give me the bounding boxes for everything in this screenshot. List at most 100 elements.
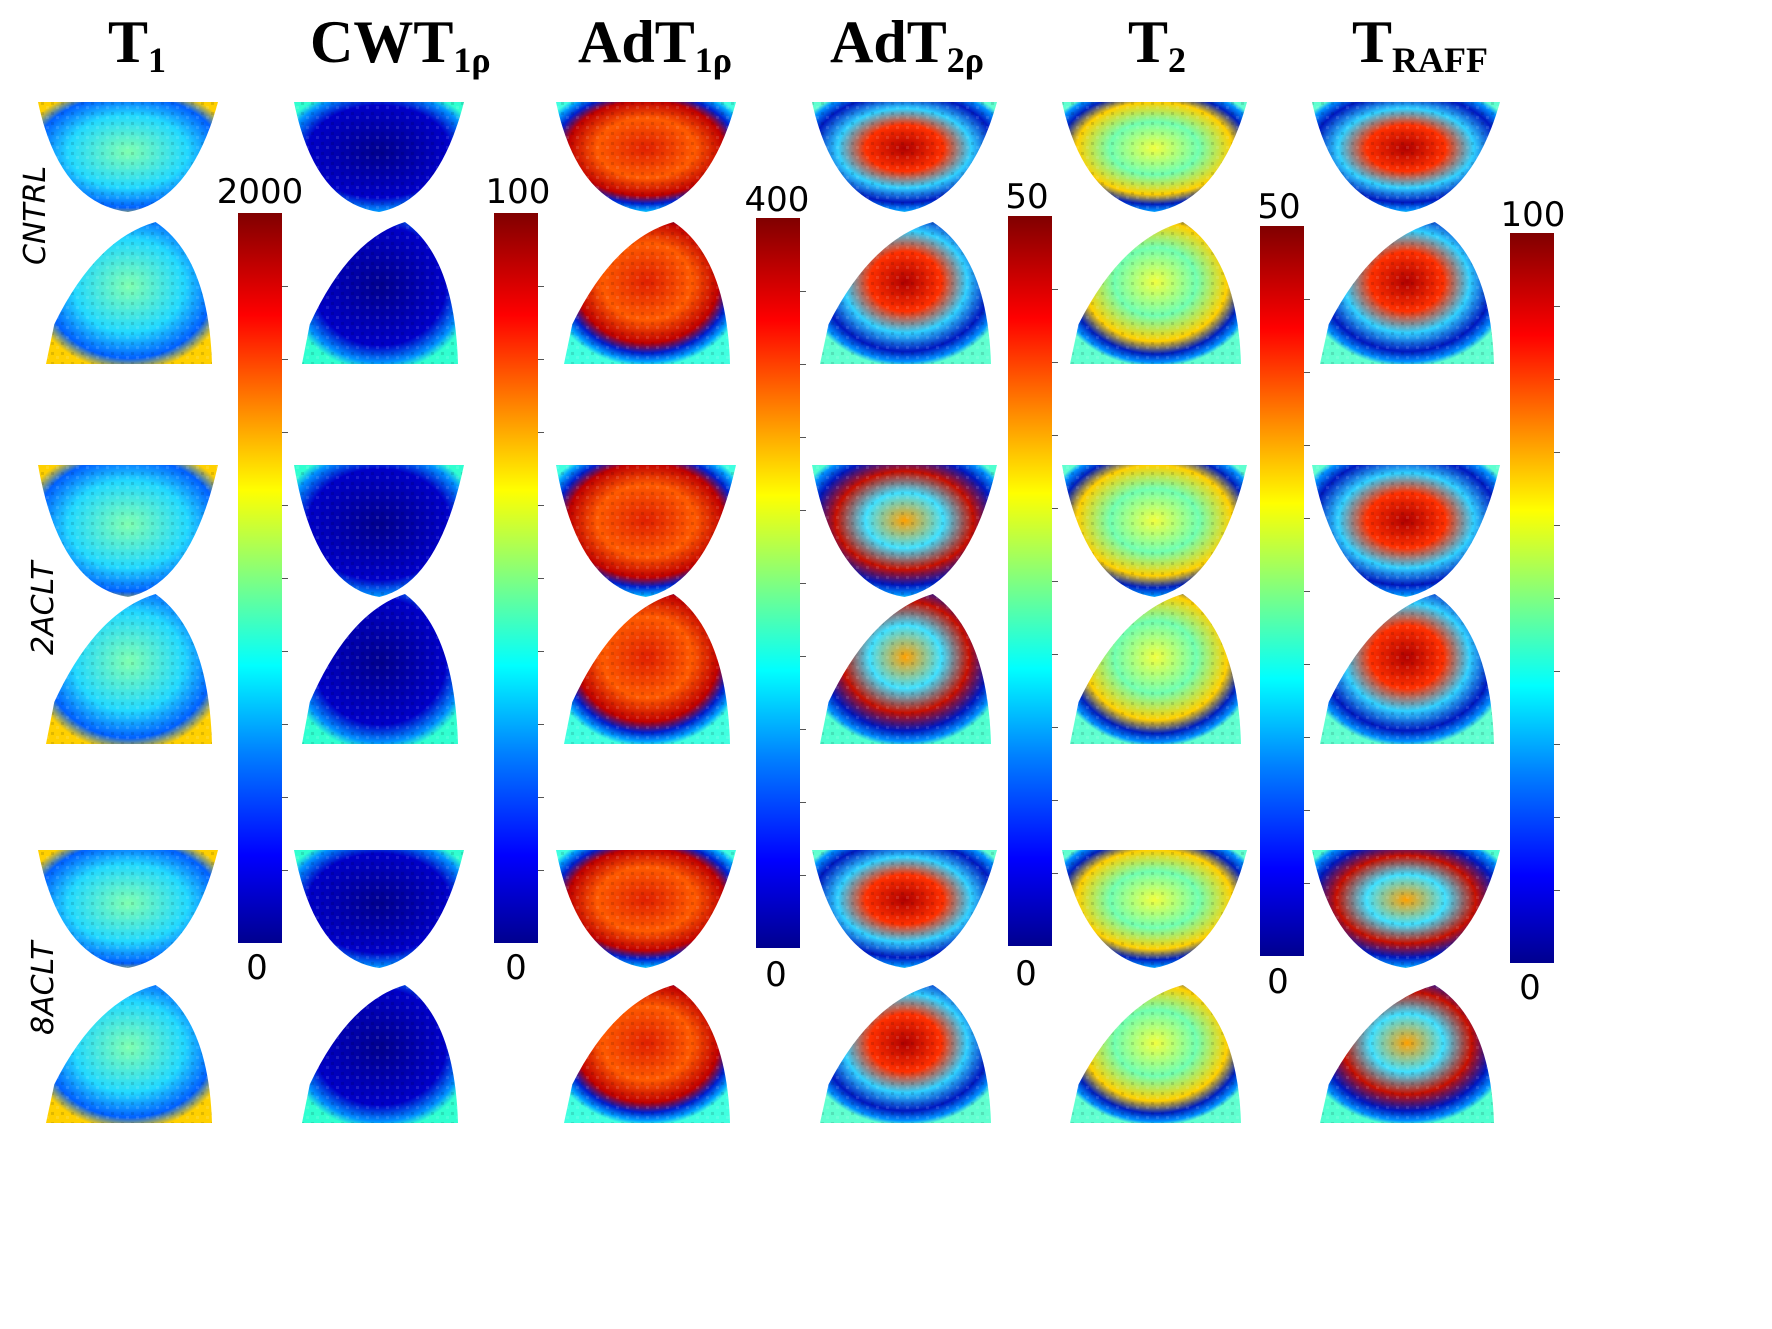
colorbar-tick: [538, 359, 544, 360]
colorbar-tick: [1554, 306, 1560, 307]
column-title-base: AdT: [830, 9, 947, 75]
map-texture-overlay: [1312, 465, 1500, 597]
colorbar-max-adt1rho: 400: [744, 180, 810, 220]
colorbar-tick: [1554, 744, 1560, 745]
map-texture-overlay: [294, 465, 464, 597]
colorbar-tick: [282, 651, 288, 652]
colorbar-tick: [1554, 671, 1560, 672]
colorbar-tick: [1052, 873, 1058, 874]
map-texture-overlay: [1062, 102, 1247, 212]
column-title-base: AdT: [578, 9, 695, 75]
colorbar-tick: [1304, 299, 1310, 300]
map-texture-overlay: [46, 594, 212, 744]
colorbar-tick: [538, 578, 544, 579]
colorbar-tick: [800, 364, 806, 365]
colorbar-tick: [538, 651, 544, 652]
colorbar-tick: [800, 802, 806, 803]
colorbar-adt2rho: [1008, 216, 1058, 946]
map-texture-overlay: [1062, 465, 1247, 597]
colorbar-tick: [282, 286, 288, 287]
colorbar-tick: [1554, 379, 1560, 380]
colorbar-min-t2: 0: [1267, 962, 1289, 1002]
colorbar-tick: [800, 437, 806, 438]
map-texture-overlay: [294, 850, 464, 968]
map-texture-overlay: [820, 594, 991, 744]
map-texture-overlay: [302, 222, 458, 364]
column-title-t2: T2: [1128, 8, 1186, 81]
map-texture-overlay: [46, 222, 212, 364]
column-title-adt1rho: AdT1ρ: [578, 8, 732, 81]
colorbar-tick: [282, 797, 288, 798]
colorbar-tick: [538, 797, 544, 798]
map-texture-overlay: [1312, 102, 1500, 212]
colorbar-tick: [1554, 598, 1560, 599]
column-title-subscript: RAFF: [1392, 40, 1489, 80]
map-texture-overlay: [302, 985, 458, 1123]
colorbar-min-cwt1rho: 0: [505, 948, 527, 988]
colorbar-min-adt2rho: 0: [1015, 954, 1037, 994]
colorbar-tick: [1304, 518, 1310, 519]
colorbar-tick: [800, 291, 806, 292]
colorbar-tick: [1304, 810, 1310, 811]
map-texture-overlay: [564, 985, 730, 1123]
column-title-t1: T1: [108, 8, 166, 81]
colorbar-tick: [282, 359, 288, 360]
map-texture-overlay: [38, 102, 218, 212]
map-texture-overlay: [1320, 594, 1494, 744]
column-title-cwt1rho: CWT1ρ: [310, 8, 491, 81]
map-texture-overlay: [820, 985, 991, 1123]
map-texture-overlay: [1320, 985, 1494, 1123]
colorbar-tick: [1304, 737, 1310, 738]
map-texture-overlay: [564, 222, 730, 364]
map-texture-overlay: [564, 594, 730, 744]
column-title-base: CWT: [310, 9, 454, 75]
map-texture-overlay: [1320, 222, 1494, 364]
colorbar-tick: [538, 505, 544, 506]
column-title-base: T: [1128, 9, 1169, 75]
colorbar-tick: [1304, 664, 1310, 665]
colorbar-tick: [538, 432, 544, 433]
colorbar-tick: [800, 583, 806, 584]
colorbar-tick: [1304, 883, 1310, 884]
colorbar-max-t2: 50: [1257, 187, 1301, 227]
colorbar-max-adt2rho: 50: [1005, 177, 1049, 217]
colorbar-tick: [1052, 654, 1058, 655]
colorbar-tick: [1052, 800, 1058, 801]
column-title-subscript: 2: [1168, 40, 1187, 80]
map-texture-overlay: [38, 850, 218, 968]
map-texture-overlay: [1070, 594, 1241, 744]
colorbar-tick: [538, 724, 544, 725]
map-texture-overlay: [812, 465, 997, 597]
column-title-subscript: 1ρ: [694, 40, 732, 80]
map-texture-overlay: [1070, 222, 1241, 364]
colorbar-tick: [282, 870, 288, 871]
map-texture-overlay: [556, 465, 736, 597]
colorbar-min-t1: 0: [246, 948, 268, 988]
colorbar-t2: [1260, 226, 1310, 956]
column-title-base: T: [108, 9, 149, 75]
map-texture-overlay: [46, 985, 212, 1123]
colorbar-tick: [1052, 508, 1058, 509]
map-texture-overlay: [812, 850, 997, 968]
map-texture-overlay: [556, 850, 736, 968]
colorbar-tick: [1052, 435, 1058, 436]
colorbar-tick: [800, 729, 806, 730]
colorbar-adt1rho: [756, 218, 806, 948]
colorbar-max-cwt1rho: 100: [485, 172, 551, 212]
column-title-adt2rho: AdT2ρ: [830, 8, 984, 81]
colorbar-tick: [282, 724, 288, 725]
colorbar-tick: [282, 505, 288, 506]
colorbar-tick: [1304, 591, 1310, 592]
column-title-base: T: [1352, 9, 1393, 75]
colorbar-min-adt1rho: 0: [765, 955, 787, 995]
map-texture-overlay: [812, 102, 997, 212]
map-texture-overlay: [1062, 850, 1247, 968]
column-title-subscript: 2ρ: [946, 40, 984, 80]
colorbar-tick: [800, 510, 806, 511]
colorbar-tick: [800, 875, 806, 876]
map-texture-overlay: [1070, 985, 1241, 1123]
map-texture-overlay: [294, 102, 464, 212]
colorbar-tick: [1554, 890, 1560, 891]
